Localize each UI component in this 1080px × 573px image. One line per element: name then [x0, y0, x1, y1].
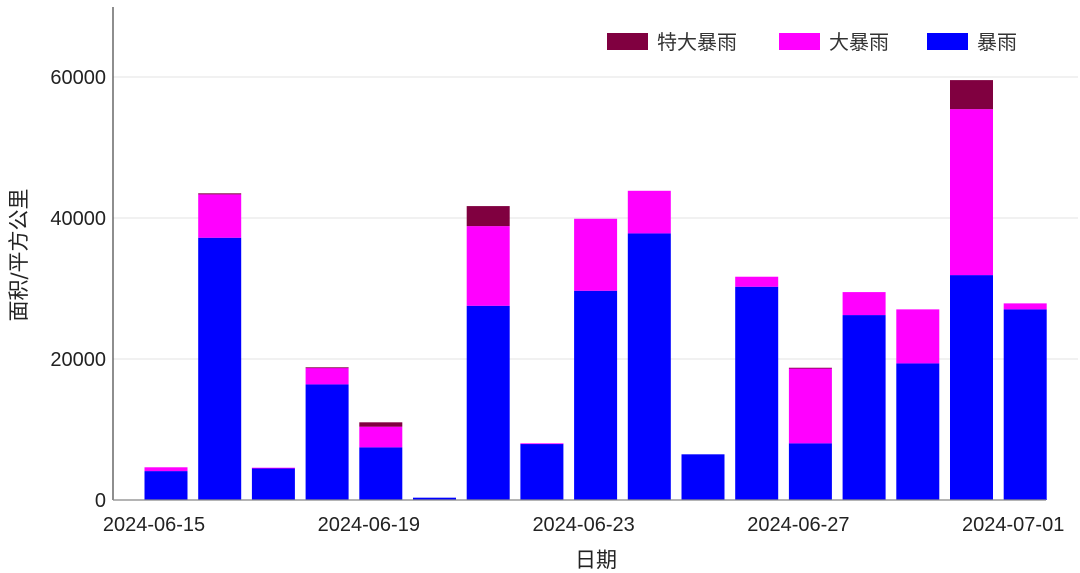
bar-segment: [950, 275, 993, 500]
bar-segment: [788, 368, 832, 444]
legend-label: 暴雨: [977, 30, 1017, 54]
bar-segment: [144, 471, 188, 500]
bar-segment: [413, 497, 456, 500]
bar-series: [144, 80, 1047, 501]
x-tick-labels: 2024-06-15 2024-06-19 2024-06-23 2024-06-27…: [103, 514, 1065, 536]
bar-segment: [681, 454, 725, 500]
bar-stack-2024-06-26: [735, 276, 779, 500]
bar-stack-2024-06-27: [788, 367, 832, 500]
bar-stack-2024-06-25: [681, 454, 725, 500]
legend-swatch: [779, 33, 820, 50]
bar-segment: [359, 447, 403, 500]
bar-segment: [896, 309, 940, 364]
legend-item: 特大暴雨: [607, 30, 737, 54]
bar-segment: [520, 443, 564, 500]
x-tick-label: 2024-06-27: [747, 514, 849, 536]
bar-segment: [520, 443, 564, 445]
bar-stack-2024-07-01: [1003, 303, 1047, 500]
x-tick-label: 2024-07-01: [962, 514, 1064, 536]
bar-stack-2024-06-22: [520, 443, 564, 500]
legend-swatch: [607, 33, 648, 50]
bar-segment: [842, 315, 886, 500]
bar-stack-2024-06-23: [574, 218, 618, 500]
bar-stack-2024-06-29: [896, 309, 940, 500]
bar-stack-2024-06-18: [305, 367, 349, 500]
bar-stack-2024-06-28: [842, 292, 886, 500]
bar-segment: [144, 467, 188, 472]
bar-stack-2024-06-30: [950, 80, 993, 500]
bar-segment: [198, 193, 242, 195]
legend-label: 特大暴雨: [657, 30, 737, 54]
legend-swatch: [927, 33, 968, 50]
bar-segment: [305, 367, 349, 369]
bar-stack-2024-06-16: [198, 193, 242, 501]
bar-segment: [574, 218, 618, 291]
bar-segment: [359, 426, 403, 448]
bar-segment: [198, 194, 242, 238]
bar-segment: [896, 363, 940, 500]
bar-stack-2024-06-15: [144, 467, 188, 500]
bar-segment: [198, 237, 242, 501]
x-tick-label: 2024-06-15: [103, 514, 205, 536]
bar-segment: [466, 206, 510, 227]
bar-segment: [735, 276, 779, 287]
bar-stack-2024-06-19: [359, 422, 403, 500]
bar-segment: [788, 367, 832, 369]
x-tick-label: 2024-06-23: [532, 514, 634, 536]
bar-segment: [466, 226, 510, 306]
legend: 特大暴雨 大暴雨 暴雨: [607, 30, 1017, 54]
bar-segment: [950, 80, 993, 110]
bar-segment: [1003, 309, 1047, 500]
y-tick-label: 60000: [50, 67, 106, 89]
bar-stack-2024-06-21: [466, 206, 510, 500]
bar-segment: [735, 286, 779, 500]
bar-segment: [305, 367, 349, 385]
y-tick-label: 20000: [50, 349, 106, 371]
bar-segment: [574, 290, 618, 500]
legend-item: 暴雨: [927, 30, 1017, 54]
bar-segment: [305, 384, 349, 500]
bar-stack-2024-06-17: [251, 467, 295, 500]
x-axis-title: 日期: [575, 548, 617, 572]
bar-segment: [1003, 303, 1047, 310]
bar-segment: [627, 190, 671, 234]
bar-segment: [950, 109, 993, 276]
bar-segment: [788, 443, 832, 500]
y-tick-label: 40000: [50, 208, 106, 230]
bar-segment: [466, 305, 510, 500]
legend-label: 大暴雨: [829, 30, 889, 54]
bar-stack-2024-06-24: [627, 190, 671, 500]
bar-segment: [359, 422, 403, 427]
y-tick-label: 0: [95, 490, 106, 512]
bar-segment: [627, 233, 671, 500]
x-tick-label: 2024-06-19: [318, 514, 420, 536]
bar-stack-2024-06-20: [413, 497, 456, 500]
bar-segment: [251, 468, 295, 500]
y-axis-title: 面积/平方公里: [7, 188, 31, 321]
legend-item: 大暴雨: [779, 30, 889, 54]
y-tick-labels: 0 20000 40000 60000: [50, 67, 106, 512]
bar-segment: [251, 467, 295, 469]
bar-segment: [842, 292, 886, 316]
